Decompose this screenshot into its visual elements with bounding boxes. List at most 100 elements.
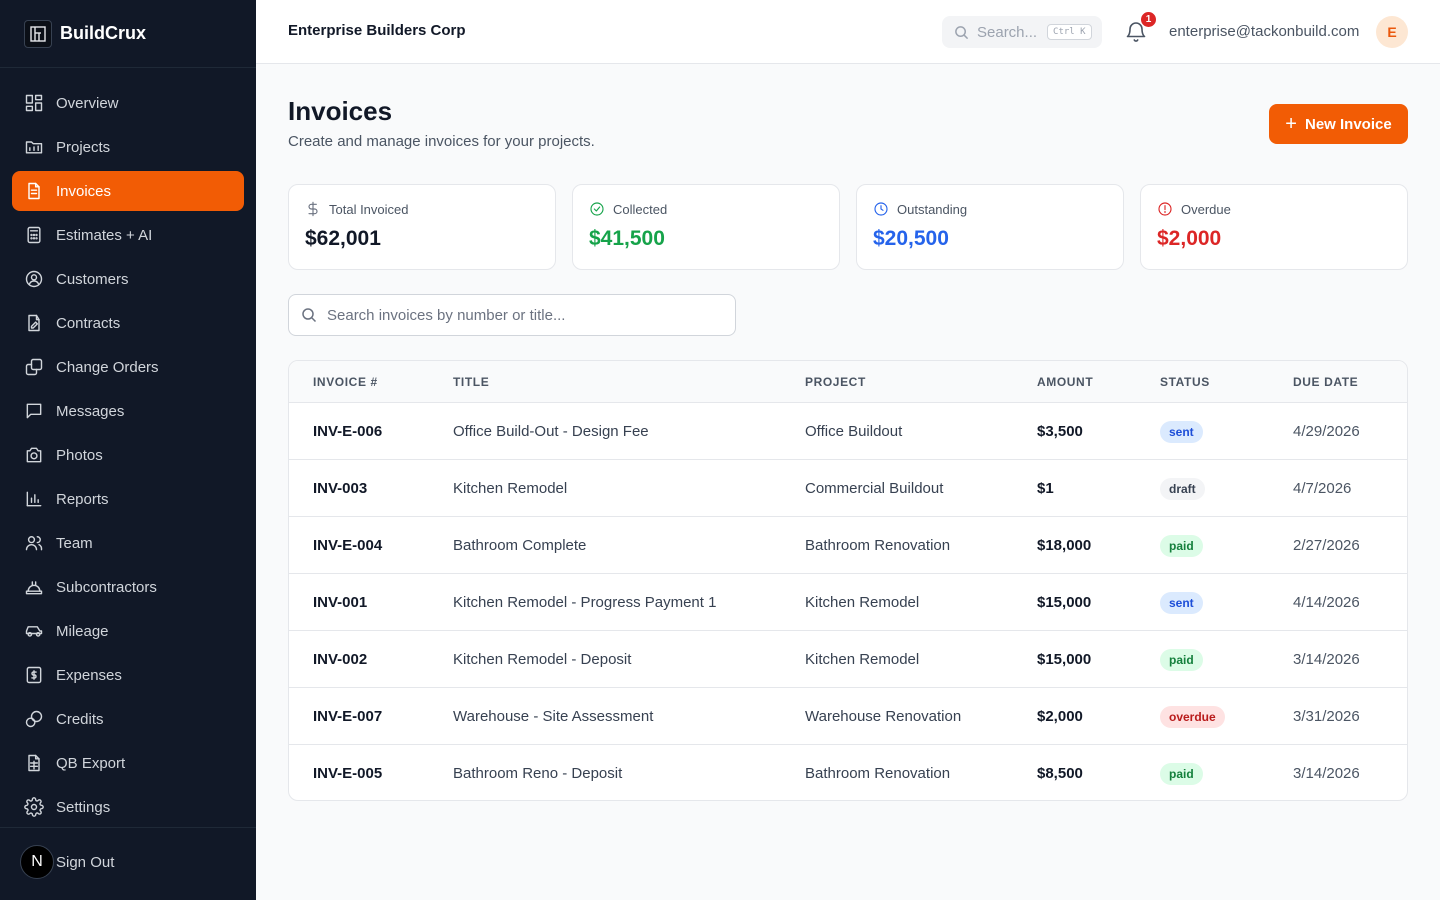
stat-card-total-invoiced: Total Invoiced $62,001 (288, 184, 556, 270)
invoice-due-date: 4/7/2026 (1293, 480, 1352, 497)
table-row[interactable]: INV-E-007 Warehouse - Site Assessment Wa… (289, 688, 1407, 745)
invoice-title: Kitchen Remodel - Progress Payment 1 (453, 594, 717, 611)
sidebar-item-contracts[interactable]: Contracts (12, 303, 244, 343)
avatar[interactable]: E (1376, 16, 1408, 48)
sidebar-item-label: Reports (56, 490, 109, 508)
invoice-project: Bathroom Renovation (805, 765, 951, 782)
invoice-number: INV-E-007 (313, 708, 383, 725)
sidebar-item-mileage[interactable]: Mileage (12, 611, 244, 651)
status-badge: sent (1160, 592, 1203, 614)
sidebar-item-label: Change Orders (56, 358, 159, 376)
new-invoice-button[interactable]: + New Invoice (1269, 104, 1408, 144)
sidebar-item-change-orders[interactable]: Change Orders (12, 347, 244, 387)
column-header-project[interactable]: PROJECT (805, 375, 866, 389)
sidebar-item-projects[interactable]: Projects (12, 127, 244, 167)
plus-icon: + (1285, 113, 1297, 135)
coins-icon (24, 709, 44, 729)
stat-label: Collected (613, 201, 668, 217)
bell-icon (1124, 22, 1148, 48)
organization-name: Enterprise Builders Corp (288, 22, 466, 39)
sidebar-item-qb-export[interactable]: QB Export (12, 743, 244, 783)
table-row[interactable]: INV-001 Kitchen Remodel - Progress Payme… (289, 574, 1407, 631)
invoice-amount: $2,000 (1037, 708, 1083, 725)
notification-count-badge: 1 (1141, 12, 1156, 27)
table-row[interactable]: INV-003 Kitchen Remodel Commercial Build… (289, 460, 1407, 517)
invoice-due-date: 2/27/2026 (1293, 537, 1360, 554)
invoice-search-input[interactable] (327, 306, 707, 324)
search-icon (301, 307, 317, 323)
calculator-icon (24, 225, 44, 245)
global-search-placeholder: Search... (977, 23, 1038, 41)
sidebar-footer: N Sign Out (0, 827, 256, 900)
sidebar-item-team[interactable]: Team (12, 523, 244, 563)
stat-card-overdue: Overdue $2,000 (1140, 184, 1408, 270)
sidebar-item-label: Expenses (56, 666, 122, 684)
clock-icon (873, 201, 889, 217)
invoice-amount: $15,000 (1037, 594, 1092, 611)
invoice-amount: $18,000 (1037, 537, 1092, 554)
invoice-due-date: 4/14/2026 (1293, 594, 1360, 611)
table-header: INVOICE # TITLE PROJECT AMOUNT STATUS DUE DAT… (289, 361, 1407, 403)
sidebar-item-credits[interactable]: Credits (12, 699, 244, 739)
topbar: Enterprise Builders Corp Search... Ctrl … (256, 0, 1440, 64)
file-signature-icon (24, 313, 44, 333)
brand[interactable]: BuildCrux (0, 0, 256, 68)
sidebar-item-label: Settings (56, 798, 111, 816)
sidebar-item-estimates-ai[interactable]: Estimates + AI (12, 215, 244, 255)
sidebar-item-label: Invoices (56, 182, 112, 200)
invoice-amount: $3,500 (1037, 423, 1083, 440)
invoice-title: Bathroom Complete (453, 537, 587, 554)
stat-label: Overdue (1181, 201, 1231, 217)
bar-chart-icon (24, 489, 44, 509)
column-header-status[interactable]: STATUS (1160, 375, 1210, 389)
table-row[interactable]: INV-E-004 Bathroom Complete Bathroom Ren… (289, 517, 1407, 574)
user-email[interactable]: enterprise@tackonbuild.com (1169, 23, 1360, 40)
invoice-project: Bathroom Renovation (805, 537, 951, 554)
column-header-amount[interactable]: AMOUNT (1037, 375, 1094, 389)
sidebar-item-label: QB Export (56, 754, 126, 772)
sign-out-label: Sign Out (56, 853, 115, 871)
buildcrux-logo-icon (24, 19, 52, 48)
stat-value: $2,000 (1157, 227, 1222, 250)
sidebar-item-photos[interactable]: Photos (12, 435, 244, 475)
invoice-project: Commercial Buildout (805, 480, 944, 497)
sidebar-item-messages[interactable]: Messages (12, 391, 244, 431)
sidebar-item-label: Customers (56, 270, 129, 288)
invoice-amount: $15,000 (1037, 651, 1092, 668)
table-row[interactable]: INV-002 Kitchen Remodel - Deposit Kitche… (289, 631, 1407, 688)
stat-header: Total Invoiced (305, 201, 409, 217)
invoice-search[interactable] (288, 294, 736, 336)
status-badge: sent (1160, 421, 1203, 443)
stat-header: Outstanding (873, 201, 967, 217)
column-header-title[interactable]: TITLE (453, 375, 490, 389)
sidebar-item-reports[interactable]: Reports (12, 479, 244, 519)
table-row[interactable]: INV-E-006 Office Build-Out - Design Fee … (289, 403, 1407, 460)
sidebar-item-settings[interactable]: Settings (12, 787, 244, 827)
global-search[interactable]: Search... Ctrl K (942, 16, 1102, 48)
sign-out-button[interactable]: N Sign Out (20, 845, 114, 879)
status-badge: paid (1160, 649, 1203, 671)
grid-icon (24, 93, 44, 113)
invoice-title: Kitchen Remodel (453, 480, 568, 497)
column-header-due-date[interactable]: DUE DATE (1293, 375, 1359, 389)
invoice-title: Warehouse - Site Assessment (453, 708, 654, 725)
invoice-number: INV-E-004 (313, 537, 383, 554)
table-row[interactable]: INV-E-005 Bathroom Reno - Deposit Bathro… (289, 745, 1407, 800)
check-circle-icon (589, 201, 605, 217)
invoice-number: INV-003 (313, 480, 368, 497)
status-badge: paid (1160, 535, 1203, 557)
notifications-button[interactable] (1124, 20, 1148, 44)
sidebar-item-label: Estimates + AI (56, 226, 153, 244)
sidebar-item-overview[interactable]: Overview (12, 83, 244, 123)
sidebar-item-expenses[interactable]: Expenses (12, 655, 244, 695)
search-shortcut: Ctrl K (1047, 24, 1092, 40)
gear-icon (24, 797, 44, 817)
invoices-table: INVOICE # TITLE PROJECT AMOUNT STATUS DUE DAT… (288, 360, 1408, 801)
column-header-invoice-number[interactable]: INVOICE # (313, 375, 378, 389)
sidebar-item-subcontractors[interactable]: Subcontractors (12, 567, 244, 607)
n-badge-icon: N (20, 845, 54, 879)
stat-header: Overdue (1157, 201, 1231, 217)
sidebar-item-customers[interactable]: Customers (12, 259, 244, 299)
sidebar-item-invoices[interactable]: Invoices (12, 171, 244, 211)
sidebar-item-label: Credits (56, 710, 104, 728)
